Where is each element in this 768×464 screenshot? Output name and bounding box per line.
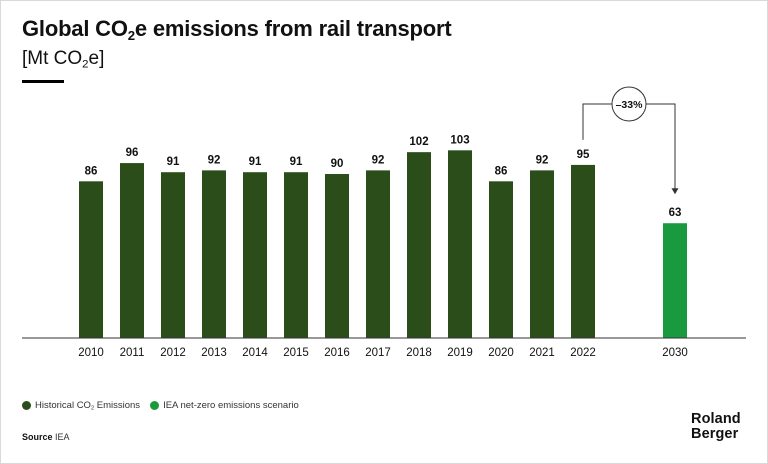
x-tick-label-2018: 2018 bbox=[406, 347, 432, 359]
x-tick-label-2017: 2017 bbox=[365, 347, 391, 359]
legend-label-scenario: IEA net-zero emissions scenario bbox=[163, 400, 299, 411]
legend-label-historical: Historical CO2 Emissions bbox=[35, 400, 141, 412]
x-tick-label-2013: 2013 bbox=[201, 347, 227, 359]
x-tick-label-2015: 2015 bbox=[283, 347, 309, 359]
data-label-2015: 91 bbox=[290, 156, 303, 168]
bar-2013 bbox=[202, 170, 226, 338]
source-note: Source IEA bbox=[22, 432, 70, 442]
reduction-badge-label: –33% bbox=[616, 99, 644, 111]
x-tick-label-2012: 2012 bbox=[160, 347, 186, 359]
x-tick-label-2014: 2014 bbox=[242, 347, 268, 359]
bar-2012 bbox=[161, 172, 185, 338]
bar-2019 bbox=[448, 150, 472, 338]
bar-2011 bbox=[120, 163, 144, 338]
x-tick-label-2021: 2021 bbox=[529, 347, 555, 359]
data-label-2017: 92 bbox=[372, 154, 385, 166]
data-label-2016: 90 bbox=[331, 158, 344, 170]
bar-2010 bbox=[79, 181, 103, 338]
data-label-2014: 91 bbox=[249, 156, 262, 168]
x-tick-label-2020: 2020 bbox=[488, 347, 514, 359]
unit-label: [Mt CO2e] bbox=[22, 48, 105, 71]
data-label-2013: 92 bbox=[208, 154, 221, 166]
legend-swatch-historical bbox=[22, 401, 31, 410]
reduction-badge bbox=[611, 86, 647, 122]
data-label-2018: 102 bbox=[409, 136, 428, 148]
title-underline bbox=[22, 80, 64, 83]
x-tick-label-2016: 2016 bbox=[324, 347, 350, 359]
data-label-2021: 92 bbox=[536, 154, 549, 166]
chart-title: Global CO2e emissions from rail transpor… bbox=[22, 16, 452, 43]
x-tick-label-2030: 2030 bbox=[662, 347, 688, 359]
bar-2018 bbox=[407, 152, 431, 338]
legend-item-historical: Historical CO2 Emissions bbox=[22, 400, 141, 412]
bar-2020 bbox=[489, 181, 513, 338]
bar-2030 bbox=[663, 223, 687, 338]
x-tick-label-2022: 2022 bbox=[570, 347, 596, 359]
data-label-2022: 95 bbox=[577, 149, 590, 161]
bar-2015 bbox=[284, 172, 308, 338]
data-label-2010: 86 bbox=[85, 165, 98, 177]
bar-2022 bbox=[571, 164, 595, 338]
x-tick-label-2019: 2019 bbox=[447, 347, 473, 359]
data-label-2019: 103 bbox=[450, 134, 469, 146]
legend: Historical CO2 Emissions IEA net-zero em… bbox=[22, 400, 309, 412]
bar-2014 bbox=[243, 172, 267, 338]
x-tick-label-2011: 2011 bbox=[120, 347, 145, 359]
bar-2017 bbox=[366, 170, 390, 338]
legend-item-scenario: IEA net-zero emissions scenario bbox=[150, 400, 299, 411]
bar-2021 bbox=[530, 170, 554, 338]
data-label-2011: 96 bbox=[126, 147, 139, 159]
legend-swatch-scenario bbox=[150, 401, 160, 410]
reduction-arrow-head bbox=[671, 188, 679, 195]
data-label-2030: 63 bbox=[669, 207, 682, 219]
x-tick-label-2010: 2010 bbox=[78, 347, 104, 359]
data-label-2012: 91 bbox=[167, 156, 180, 168]
data-label-2020: 86 bbox=[495, 165, 508, 177]
brand-logo: Roland Berger bbox=[691, 411, 741, 442]
bar-2016 bbox=[325, 174, 349, 338]
